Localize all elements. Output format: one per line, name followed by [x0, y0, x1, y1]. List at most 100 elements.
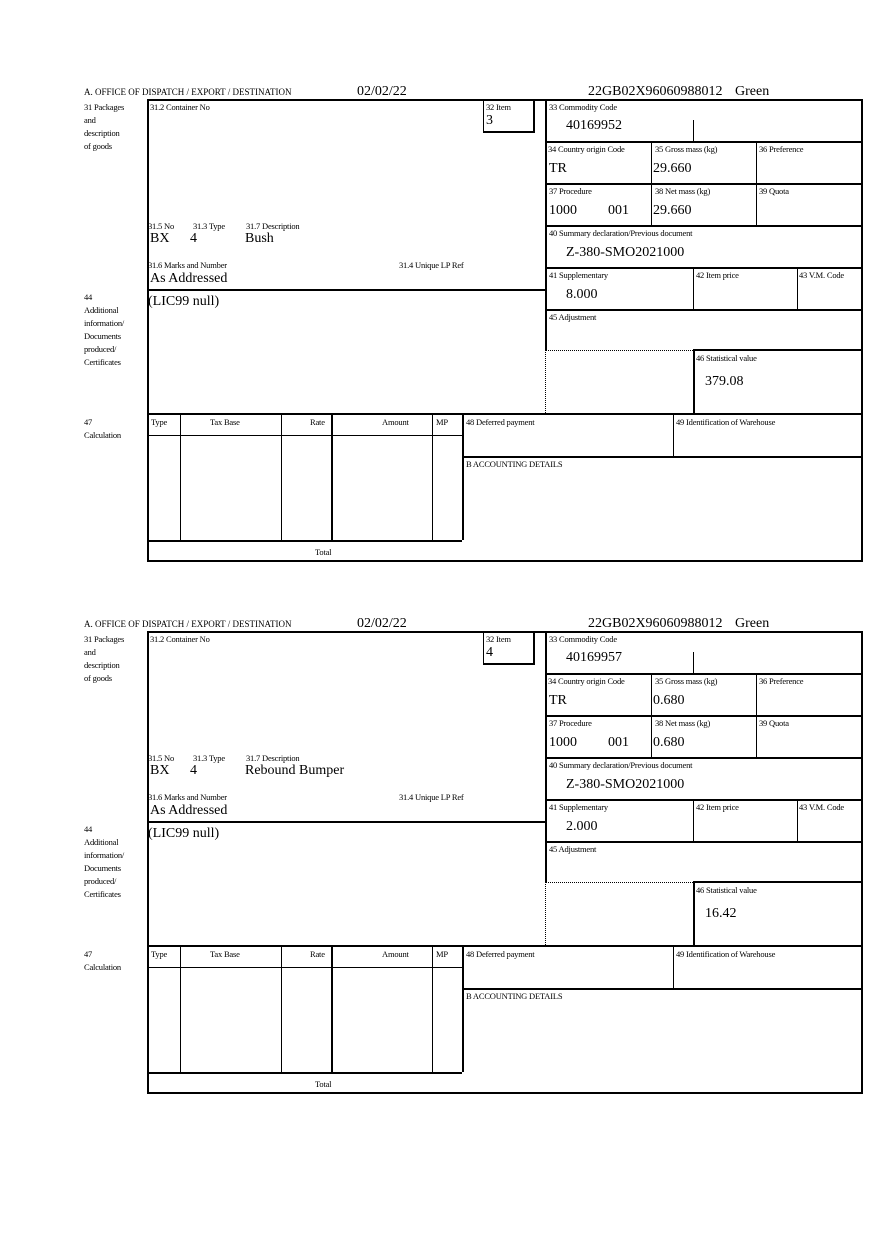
- box47-label: Calculation: [84, 430, 121, 440]
- deferred-payment-label: 48 Deferred payment: [466, 949, 535, 959]
- procedure-additional-value: 001: [608, 203, 629, 218]
- form-rule: [180, 413, 181, 540]
- item-price-label: 42 Item price: [696, 270, 739, 280]
- calc-col-rate: Rate: [310, 949, 325, 959]
- vm-code-label: 43 V.M. Code: [799, 802, 844, 812]
- form-rule: [147, 99, 149, 562]
- form-rule: [673, 945, 674, 988]
- net-mass-value: 0.680: [653, 735, 685, 750]
- net-mass-label: 38 Net mass (kg): [655, 718, 711, 728]
- type-label: 31.3 Type: [193, 221, 225, 231]
- form-rule: [693, 349, 861, 351]
- office-label: A. OFFICE OF DISPATCH / EXPORT / DESTINA…: [84, 619, 292, 629]
- unique-lp-label: 31.4 Unique LP Ref: [399, 260, 464, 270]
- box44-label: Additional: [84, 305, 119, 315]
- box44-label: Additional: [84, 837, 119, 847]
- supplementary-label: 41 Supplementary: [549, 802, 608, 812]
- form-rule: [147, 631, 863, 633]
- type-value: 4: [190, 763, 197, 778]
- form-rule: [545, 841, 861, 843]
- form-rule: [147, 540, 462, 542]
- form-rule: [651, 673, 652, 757]
- box31-label: 31 Packages: [84, 634, 125, 644]
- item-label: 32 Item: [486, 102, 511, 112]
- form-rule: [693, 120, 694, 141]
- type-label: 31.3 Type: [193, 753, 225, 763]
- no-value: BX: [150, 763, 170, 778]
- form-rule: [545, 715, 861, 717]
- box44-label: produced/: [84, 344, 117, 354]
- box44-label: 44: [84, 824, 93, 834]
- form-rule: [281, 413, 282, 540]
- form-rule: [483, 101, 484, 132]
- box44-label: information/: [84, 850, 125, 860]
- date-value: 02/02/22: [357, 616, 407, 631]
- item-label: 32 Item: [486, 634, 511, 644]
- form-rule: [147, 99, 863, 101]
- form-rule: [861, 99, 863, 562]
- gross-mass-label: 35 Gross mass (kg): [655, 144, 718, 154]
- form-rule: [693, 882, 695, 945]
- dotted-rule: [545, 350, 693, 351]
- accounting-details-label: B ACCOUNTING DETAILS: [466, 991, 563, 1001]
- box31-label: of goods: [84, 673, 112, 683]
- box31-label: description: [84, 660, 120, 670]
- form-rule: [797, 267, 798, 309]
- calc-col-tax-base: Tax Base: [210, 949, 240, 959]
- box44-label: information/: [84, 318, 125, 328]
- date-value: 02/02/22: [357, 84, 407, 99]
- form-rule: [147, 631, 149, 1094]
- total-label: Total: [315, 547, 332, 557]
- dotted-rule: [545, 882, 546, 945]
- form-rule: [673, 413, 674, 456]
- form-rule: [331, 413, 333, 540]
- box44-label: 44: [84, 292, 93, 302]
- office-label: A. OFFICE OF DISPATCH / EXPORT / DESTINA…: [84, 87, 292, 97]
- procedure-label: 37 Procedure: [549, 718, 592, 728]
- calc-col-rate: Rate: [310, 417, 325, 427]
- form-rule: [545, 757, 861, 759]
- container-no-label: 31.2 Container No: [150, 102, 210, 112]
- box44-label: Certificates: [84, 889, 121, 899]
- form-rule: [483, 131, 535, 133]
- form-rule: [756, 141, 757, 225]
- no-value: BX: [150, 231, 170, 246]
- declaration-form-item: A. OFFICE OF DISPATCH / EXPORT / DESTINA…: [0, 85, 882, 579]
- procedure-additional-value: 001: [608, 735, 629, 750]
- country-origin-label: 34 Country origin Code: [548, 676, 625, 686]
- calc-col-amount: Amount: [382, 949, 409, 959]
- adjustment-label: 45 Adjustment: [549, 312, 597, 322]
- form-rule: [147, 967, 462, 968]
- additional-info-value: (LIC99 null): [148, 294, 220, 309]
- summary-declaration-label: 40 Summary declaration/Previous document: [549, 228, 693, 238]
- description-label: 31.7 Description: [246, 753, 300, 763]
- summary-declaration-label: 40 Summary declaration/Previous document: [549, 760, 693, 770]
- description-label: 31.7 Description: [246, 221, 300, 231]
- box47-label: 47: [84, 417, 93, 427]
- warehouse-label: 49 Identification of Warehouse: [676, 417, 776, 427]
- type-value: 4: [190, 231, 197, 246]
- quota-label: 39 Quota: [759, 718, 789, 728]
- form-rule: [147, 289, 546, 291]
- reference-value: 22GB02X96060988012: [588, 84, 723, 99]
- box44-label: Certificates: [84, 357, 121, 367]
- no-label: 31.5 No: [148, 753, 174, 763]
- calc-col-mp: MP: [436, 417, 448, 427]
- gross-mass-value: 29.660: [653, 161, 692, 176]
- dotted-rule: [545, 350, 546, 413]
- unique-lp-label: 31.4 Unique LP Ref: [399, 792, 464, 802]
- total-label: Total: [315, 1079, 332, 1089]
- commodity-code-value: 40169957: [566, 650, 622, 665]
- calc-col-mp: MP: [436, 949, 448, 959]
- form-rule: [462, 945, 464, 1072]
- form-rule: [693, 881, 861, 883]
- country-origin-label: 34 Country origin Code: [548, 144, 625, 154]
- vm-code-label: 43 V.M. Code: [799, 270, 844, 280]
- gross-mass-value: 0.680: [653, 693, 685, 708]
- form-rule: [545, 225, 861, 227]
- form-rule: [545, 309, 861, 311]
- form-rule: [693, 652, 694, 673]
- additional-info-value: (LIC99 null): [148, 826, 220, 841]
- form-rule: [797, 799, 798, 841]
- form-rule: [180, 945, 181, 1072]
